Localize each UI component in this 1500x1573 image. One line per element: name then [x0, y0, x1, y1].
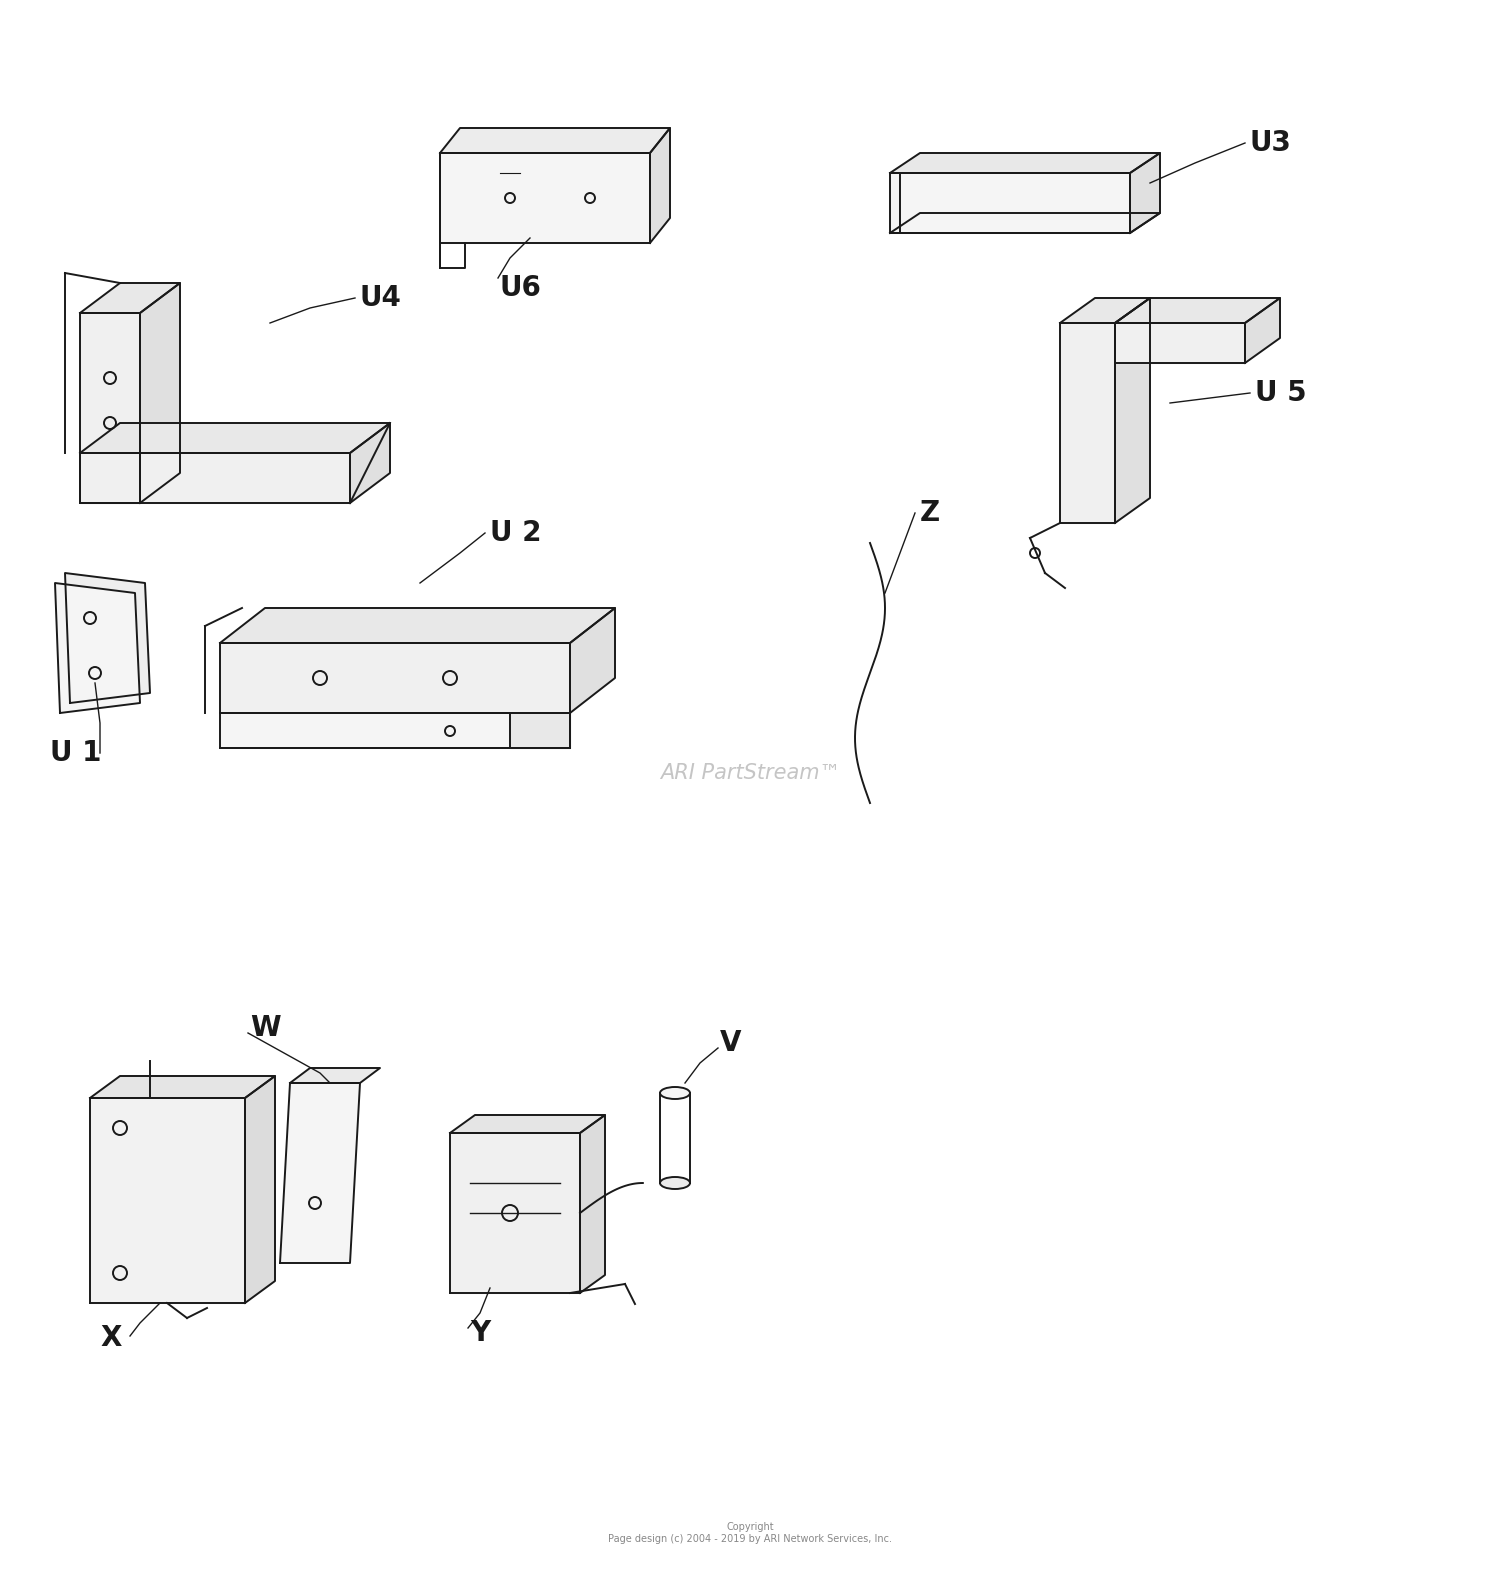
Text: U3: U3 [1250, 129, 1292, 157]
Text: W: W [251, 1015, 280, 1041]
Text: U 1: U 1 [50, 739, 102, 768]
Polygon shape [220, 643, 570, 713]
Ellipse shape [660, 1177, 690, 1189]
Polygon shape [650, 127, 670, 242]
Polygon shape [1114, 297, 1280, 322]
Polygon shape [80, 283, 180, 313]
Polygon shape [290, 1068, 380, 1082]
Text: X: X [100, 1324, 122, 1353]
Polygon shape [80, 423, 390, 453]
Text: U 5: U 5 [1256, 379, 1306, 407]
Polygon shape [890, 153, 1160, 173]
Text: Y: Y [470, 1320, 490, 1346]
Polygon shape [350, 423, 390, 503]
Polygon shape [80, 313, 140, 503]
Text: ARI PartStream™: ARI PartStream™ [660, 763, 840, 783]
Polygon shape [220, 713, 570, 749]
Polygon shape [280, 1082, 360, 1263]
Polygon shape [510, 713, 570, 749]
Text: U4: U4 [360, 285, 402, 311]
Polygon shape [1114, 322, 1245, 363]
Polygon shape [64, 573, 150, 703]
Polygon shape [56, 584, 140, 713]
Polygon shape [244, 1076, 274, 1302]
Text: U 2: U 2 [490, 519, 542, 547]
Polygon shape [1060, 297, 1150, 322]
Polygon shape [90, 1098, 244, 1302]
Text: V: V [720, 1029, 741, 1057]
Polygon shape [570, 609, 615, 713]
Polygon shape [80, 453, 350, 503]
Polygon shape [450, 1133, 580, 1293]
Text: Copyright
Page design (c) 2004 - 2019 by ARI Network Services, Inc.: Copyright Page design (c) 2004 - 2019 by… [608, 1523, 892, 1543]
Polygon shape [1060, 322, 1114, 522]
Ellipse shape [660, 1087, 690, 1100]
Polygon shape [440, 127, 670, 153]
Polygon shape [1130, 153, 1160, 233]
Text: Z: Z [920, 499, 940, 527]
Text: U6: U6 [500, 274, 542, 302]
Polygon shape [90, 1076, 274, 1098]
Polygon shape [140, 283, 180, 503]
Polygon shape [1114, 297, 1150, 522]
Polygon shape [890, 173, 1130, 233]
Polygon shape [1245, 297, 1280, 363]
Polygon shape [220, 609, 615, 643]
Polygon shape [580, 1115, 604, 1293]
Polygon shape [450, 1115, 604, 1133]
Polygon shape [440, 153, 650, 242]
Polygon shape [890, 212, 1160, 233]
